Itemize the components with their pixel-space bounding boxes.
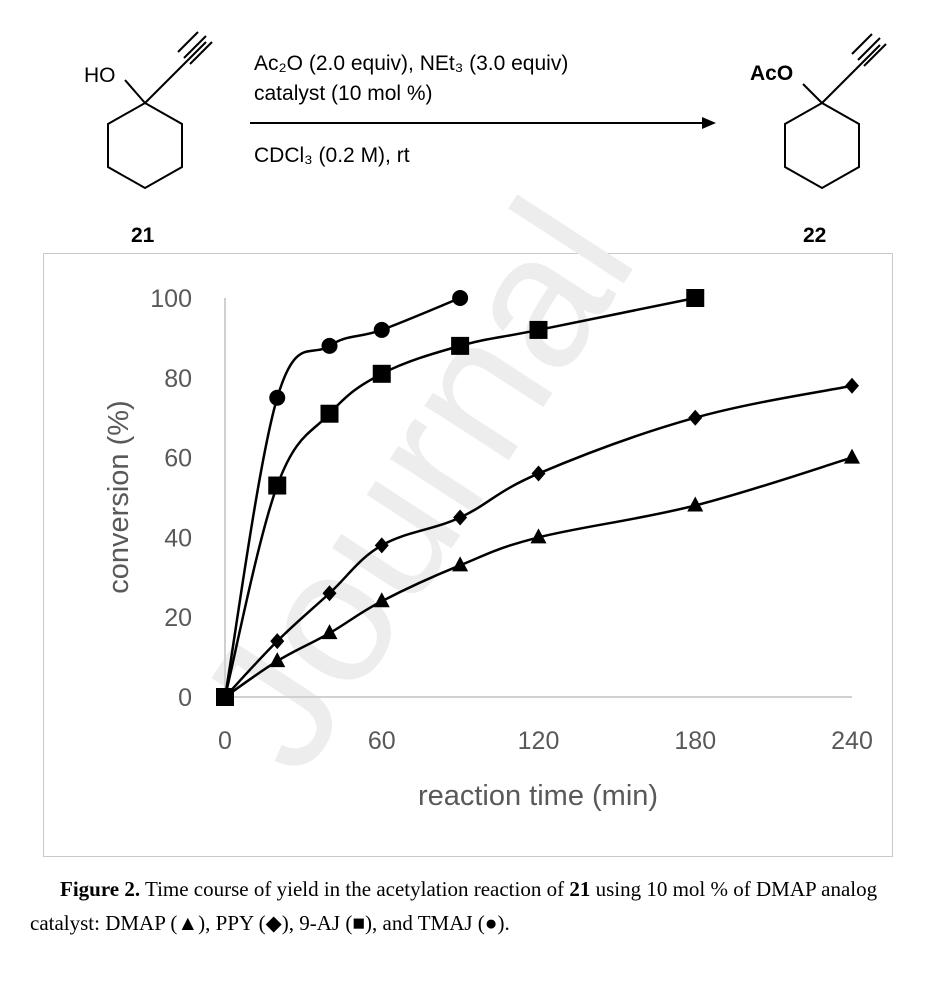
data-point-circle bbox=[452, 290, 469, 306]
conditions-solvent: CDCl₃ (0.2 M), rt bbox=[254, 144, 410, 167]
chart-ticks: 0 60 120 180 240 0 20 40 60 80 100 bbox=[150, 285, 873, 755]
data-point-triangle bbox=[452, 556, 469, 572]
figure-label: Figure 2. bbox=[60, 877, 141, 901]
data-point-triangle bbox=[530, 528, 547, 544]
conditions-catalyst: catalyst (10 mol %) bbox=[254, 82, 433, 105]
y-tick-label: 20 bbox=[164, 604, 192, 632]
x-tick-label: 240 bbox=[831, 727, 873, 755]
series-line-circle bbox=[223, 296, 461, 698]
data-point-diamond bbox=[453, 509, 468, 526]
conversion-chart: Journal 0 60 120 180 240 0 20 40 60 80 100 reactio… bbox=[103, 166, 873, 812]
chart-frame bbox=[43, 253, 893, 857]
y-tick-label: 60 bbox=[164, 445, 192, 473]
data-point-circle bbox=[269, 389, 286, 406]
y-axis-label: conversion (%) bbox=[103, 400, 135, 593]
data-point-square bbox=[268, 476, 287, 495]
data-point-triangle bbox=[269, 652, 286, 668]
reaction-arrow bbox=[250, 117, 716, 129]
data-point-triangle bbox=[373, 592, 390, 608]
product-acetoxy-label: AcO bbox=[750, 62, 793, 85]
reactant-structure bbox=[107, 31, 213, 190]
caption-text-end: using 10 mol % of DMAP analog catalyst: … bbox=[30, 877, 878, 935]
y-tick-label: 0 bbox=[178, 684, 192, 712]
data-point-diamond bbox=[270, 633, 285, 650]
figure-caption: Figure 2. Time course of yield in the ac… bbox=[30, 872, 910, 940]
data-point-square bbox=[529, 320, 548, 339]
product-structure bbox=[784, 33, 887, 190]
x-tick-label: 180 bbox=[674, 727, 716, 755]
x-tick-label: 0 bbox=[218, 727, 232, 755]
data-point-square bbox=[372, 364, 391, 383]
data-point-triangle bbox=[687, 496, 704, 512]
x-tick-label: 60 bbox=[368, 727, 396, 755]
data-point-diamond bbox=[374, 537, 389, 554]
caption-compound-ref: 21 bbox=[569, 877, 591, 901]
reactant-hydroxyl-label: HO bbox=[84, 64, 116, 87]
data-point-diamond bbox=[531, 465, 546, 482]
conditions-reagents: Ac₂O (2.0 equiv), NEt₃ (3.0 equiv) bbox=[254, 52, 568, 75]
y-tick-label: 80 bbox=[164, 365, 192, 393]
y-tick-label: 100 bbox=[150, 285, 192, 313]
caption-text-start: Time course of yield in the acetylation … bbox=[140, 877, 570, 901]
data-point-diamond bbox=[845, 377, 859, 394]
reaction-scheme: HO 21 Ac₂O (2.0 equiv), NEt₃ (3.0 equiv)… bbox=[84, 31, 887, 247]
data-point-circle bbox=[321, 337, 338, 354]
data-point-triangle bbox=[217, 688, 233, 703]
journal-watermark: Journal bbox=[157, 166, 674, 804]
data-point-square bbox=[686, 289, 705, 307]
data-point-triangle bbox=[321, 624, 338, 640]
chart-markers bbox=[216, 289, 860, 706]
data-point-diamond bbox=[688, 409, 703, 426]
y-tick-label: 40 bbox=[164, 524, 192, 552]
data-point-square bbox=[320, 404, 339, 423]
product-number-label: 22 bbox=[803, 224, 826, 247]
x-tick-label: 120 bbox=[518, 727, 560, 755]
data-point-diamond bbox=[322, 585, 337, 602]
x-axis-label: reaction time (min) bbox=[418, 780, 658, 812]
data-point-triangle bbox=[844, 448, 860, 464]
data-point-circle bbox=[373, 321, 390, 338]
data-point-square bbox=[451, 336, 470, 355]
reactant-number-label: 21 bbox=[131, 224, 155, 247]
chart-axes bbox=[224, 298, 852, 698]
